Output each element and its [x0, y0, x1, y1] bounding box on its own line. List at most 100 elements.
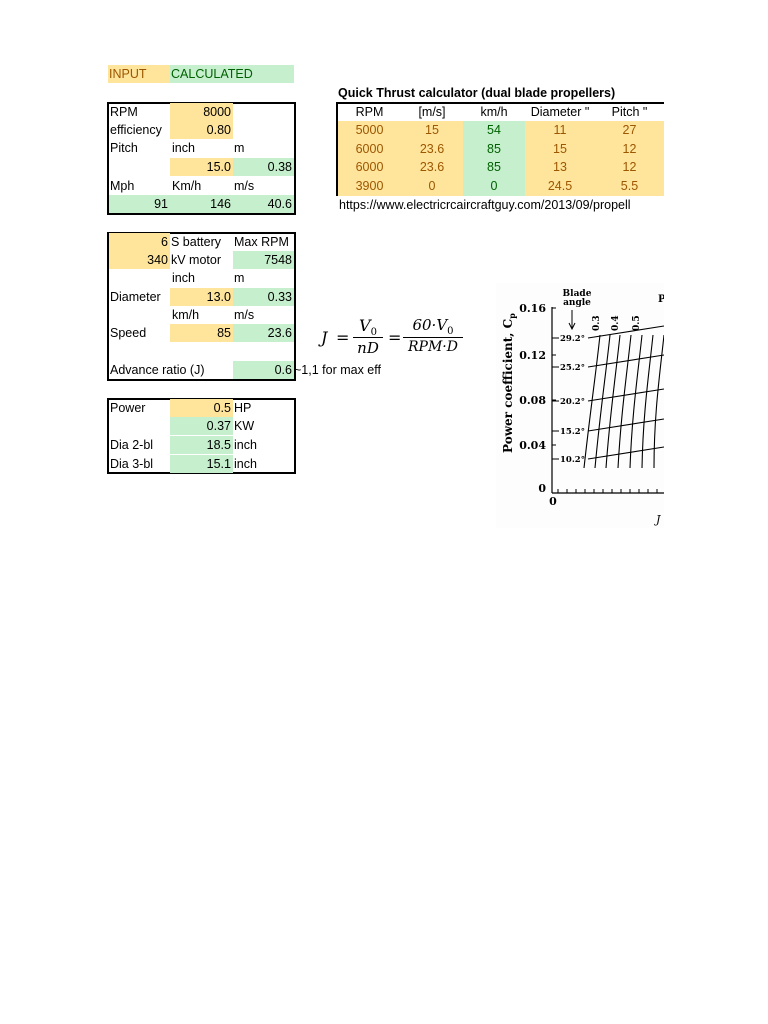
y-axis-label: Power coefficient, Cp: [501, 313, 517, 453]
advance-ratio-curve: [629, 334, 643, 469]
pitch-m-value: 0.38: [233, 158, 294, 176]
advance-ratio-curve: [605, 334, 621, 469]
efficiency-label: efficiency: [110, 123, 162, 137]
y-tick-label: 0.16: [519, 302, 546, 315]
formula-equals-1: =: [336, 328, 350, 347]
blade-angle-label: 10.2°: [560, 455, 585, 465]
thrust-cell[interactable]: 6000: [338, 158, 401, 177]
ms-label: m/s: [234, 179, 255, 193]
blade-angle-curve: [587, 354, 664, 368]
thrust-cell[interactable]: 27: [595, 121, 664, 140]
thrust-cell[interactable]: 5000: [338, 121, 401, 140]
legend-calculated: CALCULATED: [170, 65, 294, 83]
dia-m-label: m: [234, 271, 245, 285]
advance-ratio-value: 0.6: [233, 361, 294, 379]
diameter-inch-input[interactable]: 13.0: [170, 288, 233, 306]
pitch-inch-label: inch: [172, 141, 195, 155]
thrust-cell[interactable]: 23.6: [401, 158, 463, 177]
kv-label: kV motor: [171, 253, 222, 267]
y-tick-label: 0.04: [519, 439, 546, 452]
kw-label: KW: [234, 419, 255, 433]
diameter-label: Diameter: [110, 290, 161, 304]
dia-3bl-label: Dia 3-bl: [110, 457, 154, 471]
blade-angle-label: 29.2°: [560, 334, 585, 344]
x-axis-hint: J: [654, 513, 661, 526]
advance-ratio-curve: [594, 334, 611, 469]
thrust-cell: 54: [463, 121, 525, 140]
thrust-header: Pitch ": [611, 105, 648, 119]
thrust-cell[interactable]: 24.5: [525, 176, 595, 196]
j-value-label: 0.3: [592, 315, 602, 331]
pitch-label: Pitch: [110, 141, 138, 155]
maxrpm-value: 7548: [233, 251, 294, 269]
blade-angle-curve: [587, 446, 664, 460]
ms-value: 40.6: [233, 195, 294, 213]
thrust-cell[interactable]: 12: [595, 139, 664, 159]
thrust-cell[interactable]: 3900: [338, 176, 401, 196]
rpm-input[interactable]: 8000: [170, 103, 233, 121]
dia-3bl-value: 15.1: [170, 455, 233, 473]
speed-box: [107, 232, 296, 381]
y-tick-label: 0: [538, 482, 546, 495]
advance-ratio-curve: [653, 334, 664, 469]
j-value-label: 0.5: [632, 315, 642, 331]
formula-nd: nD: [357, 339, 379, 357]
advance-ratio-curve: [583, 334, 601, 469]
rpm-label: RPM: [110, 105, 138, 119]
thrust-cell[interactable]: 11: [525, 121, 595, 140]
blade-angle-curve: [587, 325, 664, 339]
hp-label: HP: [234, 401, 252, 415]
thrust-cell[interactable]: 12: [595, 158, 664, 177]
maxrpm-label: Max RPM: [234, 235, 289, 249]
power-coefficient-figure: 0.16 0.12 0.08 0.04 0 Blade angle P 0.3 0.4 0.…: [496, 283, 664, 528]
x-tick-0: 0: [549, 495, 557, 508]
thrust-cell[interactable]: 5.5: [595, 176, 664, 196]
dia-2bl-value: 18.5: [170, 436, 233, 454]
y-tick-label: 0.08: [519, 394, 546, 407]
thrust-header: [m/s]: [418, 105, 446, 119]
speed-kmh-label: km/h: [172, 308, 200, 322]
thrust-cell[interactable]: 13: [525, 158, 595, 177]
angle-label: angle: [563, 298, 591, 308]
power-kw-value: 0.37: [170, 417, 233, 435]
blade-label: Blade: [563, 289, 592, 299]
pitch-inch-input[interactable]: 15.0: [170, 158, 233, 176]
advance-ratio-label: Advance ratio (J): [110, 363, 205, 377]
speed-kmh-input[interactable]: 85: [170, 324, 233, 342]
dia-2bl-unit: inch: [234, 438, 257, 452]
mph-value: 91: [109, 195, 170, 213]
thrust-cell[interactable]: 15: [401, 121, 463, 140]
thrust-cell: 0: [463, 176, 525, 196]
formula-v0: V0: [359, 316, 377, 339]
battery-input[interactable]: 6: [109, 233, 170, 251]
power-hp-input[interactable]: 0.5: [170, 399, 233, 417]
thrust-cell: 85: [463, 139, 525, 159]
power-label: Power: [110, 401, 146, 415]
speed-ms-label: m/s: [234, 308, 255, 322]
power-coefficient-svg: 0.16 0.12 0.08 0.04 0 Blade angle P 0.3 0.4 0.…: [501, 289, 664, 526]
blade-angle-label: 25.2°: [560, 363, 585, 373]
legend-input: INPUT: [108, 65, 170, 83]
thrust-header: Diameter ": [530, 105, 590, 119]
y-tick-label: 0.12: [519, 349, 546, 362]
thrust-cell[interactable]: 15: [525, 139, 595, 159]
formula-fraction-bar-2: [403, 337, 463, 338]
advance-ratio-note: ~1,1 for max eff: [294, 363, 381, 377]
efficiency-input[interactable]: 0.80: [170, 121, 233, 139]
blade-angle-curve: [587, 418, 664, 432]
thrust-cell[interactable]: 23.6: [401, 139, 463, 159]
thrust-cell[interactable]: 6000: [338, 139, 401, 159]
formula-j: J: [321, 328, 328, 347]
kv-input[interactable]: 340: [109, 251, 170, 269]
formula-equals-2: =: [388, 328, 402, 347]
advance-ratio-formula: J = V0 nD = 60·V0 RPM·D: [318, 316, 468, 360]
diameter-m-value: 0.33: [233, 288, 294, 306]
battery-label: S battery: [171, 235, 222, 249]
kmh-value: 146: [170, 195, 233, 213]
thrust-cell: 85: [463, 158, 525, 177]
pitch-m-label: m: [234, 141, 245, 155]
thrust-cell[interactable]: 0: [401, 176, 463, 196]
dia-3bl-unit: inch: [234, 457, 257, 471]
source-url[interactable]: https://www.electricrcaircraftguy.com/20…: [339, 198, 631, 212]
j-value-label: 0.4: [611, 315, 621, 331]
